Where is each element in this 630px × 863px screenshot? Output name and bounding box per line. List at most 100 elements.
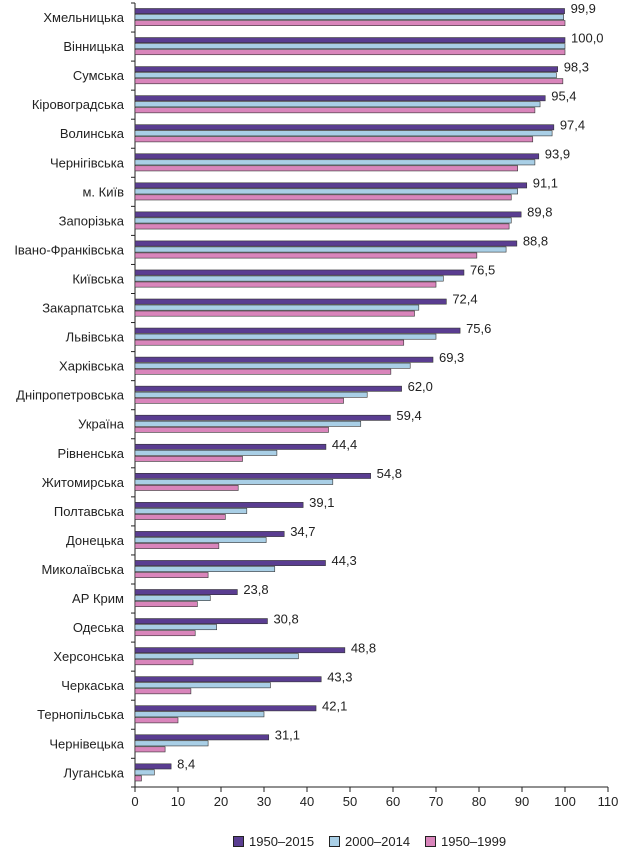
bar-series-2 <box>134 130 553 137</box>
legend-label-series-3: 1950–1999 <box>441 834 507 849</box>
bar-series-2 <box>134 711 265 718</box>
data-label: 75,6 <box>466 321 491 336</box>
bar-series-3 <box>134 717 179 724</box>
x-tick-label: 30 <box>257 794 271 809</box>
bar-series-1 <box>134 240 518 247</box>
data-label: 31,1 <box>275 727 300 742</box>
category-label: Полтавська <box>54 504 125 519</box>
bar-series-2 <box>134 449 278 456</box>
bar-series-1 <box>134 298 447 305</box>
category-label: Черкаська <box>61 678 125 693</box>
category-label: Рівненська <box>57 446 124 461</box>
bar-series-3 <box>134 136 534 143</box>
bar-series-3 <box>134 775 142 782</box>
data-label: 34,7 <box>290 524 315 539</box>
bar-series-2 <box>134 43 566 50</box>
bar-series-1 <box>134 95 546 102</box>
category-label: Донецька <box>66 533 125 548</box>
data-label: 98,3 <box>564 59 589 74</box>
bar-series-3 <box>134 455 243 462</box>
data-label: 48,8 <box>351 640 376 655</box>
category-label: Хмельницька <box>43 10 124 25</box>
bar-series-1 <box>134 269 465 276</box>
bar-series-2 <box>134 101 541 108</box>
data-label: 72,4 <box>452 292 477 307</box>
bar-series-1 <box>134 327 461 334</box>
bar-series-2 <box>134 246 507 253</box>
bar-series-1 <box>134 647 346 654</box>
category-label: м. Київ <box>82 184 124 199</box>
data-label: 69,3 <box>439 350 464 365</box>
bar-series-2 <box>134 333 437 340</box>
bar-series-1 <box>134 531 285 537</box>
bar-series-3 <box>134 543 220 549</box>
x-tick-label: 80 <box>472 794 486 809</box>
bar-series-3 <box>134 107 536 114</box>
bar-series-1 <box>134 443 327 450</box>
bar-series-2 <box>134 420 362 427</box>
category-label: Тернопільська <box>37 707 125 722</box>
bar-series-3 <box>134 426 329 433</box>
category-label: Кіровоградська <box>32 97 125 112</box>
bar-series-2 <box>134 478 334 485</box>
bar-series-1 <box>134 734 270 741</box>
chart-legend: 1950–2015 2000–2014 1950–1999 <box>0 826 630 856</box>
bar-series-2 <box>134 72 557 79</box>
bar-series-1 <box>134 502 304 508</box>
bar-series-2 <box>134 188 519 195</box>
bar-series-1 <box>134 589 238 595</box>
category-label: Житомирська <box>42 475 125 490</box>
bar-series-1 <box>134 763 172 770</box>
bar-series-3 <box>134 572 209 578</box>
x-tick-label: 70 <box>429 794 443 809</box>
category-label: Одеська <box>73 620 125 635</box>
bar-series-1 <box>134 618 268 625</box>
data-label: 44,3 <box>331 553 356 568</box>
bar-series-2 <box>134 362 411 369</box>
bar-series-1 <box>134 153 540 160</box>
bar-series-1 <box>134 560 326 566</box>
bar-series-3 <box>134 310 415 317</box>
data-label: 44,4 <box>332 437 357 452</box>
data-label: 100,0 <box>571 30 604 45</box>
bar-series-1 <box>134 472 371 479</box>
bar-series-1 <box>134 182 528 189</box>
legend-label-series-2: 2000–2014 <box>345 834 411 849</box>
category-label: Сумська <box>73 68 125 83</box>
bar-series-3 <box>134 165 519 172</box>
bar-series-1 <box>134 676 322 683</box>
category-label: Миколаївська <box>41 562 124 577</box>
data-label: 89,8 <box>527 205 552 220</box>
data-label: 30,8 <box>273 611 298 626</box>
category-label: Львівська <box>66 330 125 345</box>
x-tick-label: 0 <box>131 794 138 809</box>
category-label: Чернівецька <box>49 736 124 751</box>
category-label: Волинська <box>60 126 125 141</box>
x-tick-label: 40 <box>300 794 314 809</box>
bar-series-3 <box>134 397 344 404</box>
bar-series-1 <box>134 705 317 712</box>
x-tick-label: 110 <box>598 794 619 809</box>
bar-series-2 <box>134 769 155 776</box>
data-label: 88,8 <box>523 234 548 249</box>
category-label: Закарпатська <box>42 301 125 316</box>
x-tick-label: 60 <box>386 794 400 809</box>
legend-item-series-2: 2000–2014 <box>329 834 410 849</box>
data-label: 43,3 <box>327 669 352 684</box>
x-tick-label: 20 <box>214 794 228 809</box>
bar-series-2 <box>134 304 420 311</box>
category-label: Івано-Франківська <box>14 242 124 257</box>
bar-series-2 <box>134 624 217 631</box>
x-tick-label: 100 <box>554 794 576 809</box>
bar-series-1 <box>134 414 391 421</box>
bar-series-3 <box>134 368 392 375</box>
bar-series-2 <box>134 537 267 543</box>
legend-swatch-series-3 <box>425 836 436 847</box>
category-label: Київська <box>72 271 124 286</box>
bar-series-2 <box>134 508 248 514</box>
bar-series-3 <box>134 78 564 85</box>
bar-series-3 <box>134 630 196 637</box>
bar-series-2 <box>134 275 444 282</box>
category-label: Україна <box>78 417 125 432</box>
bar-series-2 <box>134 391 368 398</box>
